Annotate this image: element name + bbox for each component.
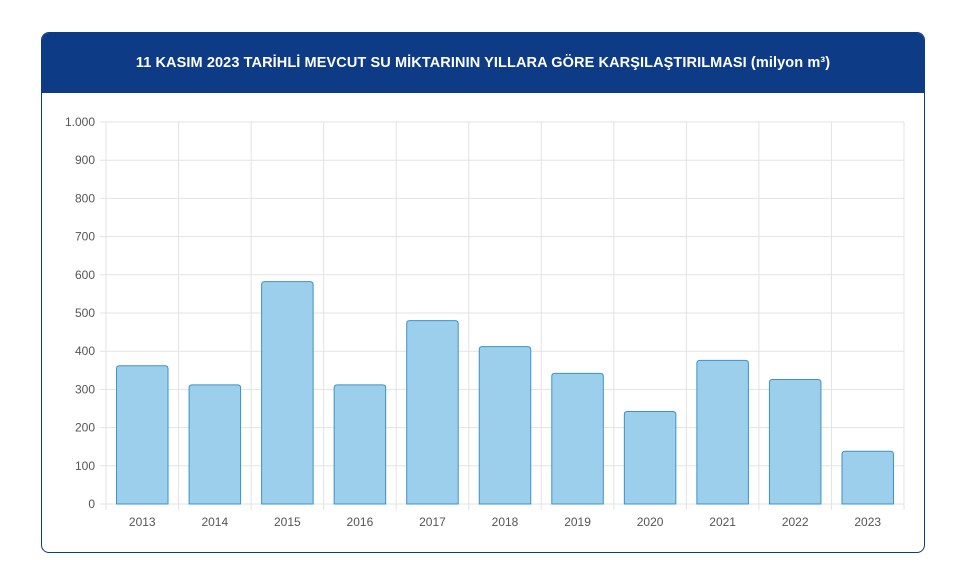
y-tick-label: 1.000 (65, 115, 95, 129)
x-tick-label: 2021 (709, 515, 736, 529)
bars (116, 281, 894, 505)
y-tick-label: 0 (88, 497, 95, 511)
bar-2016[interactable] (333, 384, 387, 505)
x-tick-label: 2015 (274, 515, 301, 529)
y-tick-label: 900 (75, 153, 95, 167)
x-tick-label: 2019 (564, 515, 591, 529)
bar-2023[interactable] (841, 450, 894, 505)
bar-2019[interactable] (551, 372, 604, 505)
x-tick-label: 2022 (782, 515, 809, 529)
y-tick-label: 700 (75, 230, 95, 244)
bar-2020[interactable] (623, 411, 677, 505)
bar-2018[interactable] (478, 346, 532, 505)
x-axis-ticks: 2013 2014 2015 2016 2017 2018 2019 2020 2021 2022… (129, 515, 881, 529)
x-tick-label: 2018 (492, 515, 519, 529)
y-tick-label: 300 (75, 382, 95, 396)
y-tick-label: 800 (75, 191, 95, 205)
x-tick-label: 2016 (347, 515, 374, 529)
bar-2013[interactable] (116, 365, 169, 505)
y-tick-label: 100 (75, 459, 95, 473)
chart-title: 11 KASIM 2023 TARİHLİ MEVCUT SU MİKTARIN… (42, 33, 924, 93)
x-tick-label: 2023 (854, 515, 881, 529)
y-tick-label: 500 (75, 306, 95, 320)
bar-2014[interactable] (188, 384, 242, 505)
bar-2021[interactable] (696, 359, 749, 505)
bar-2017[interactable] (406, 320, 459, 505)
y-axis-ticks: 0 100 200 300 400 500 600 700 800 900 1.000 (65, 115, 95, 511)
x-tick-label: 2014 (201, 515, 228, 529)
x-tick-label: 2013 (129, 515, 156, 529)
y-tick-label: 600 (75, 268, 95, 282)
y-tick-label: 200 (75, 421, 95, 435)
bar-2022[interactable] (768, 378, 822, 505)
y-tick-label: 400 (75, 344, 95, 358)
x-tick-label: 2017 (419, 515, 446, 529)
bar-2015[interactable] (261, 281, 314, 505)
x-tick-label: 2020 (637, 515, 664, 529)
